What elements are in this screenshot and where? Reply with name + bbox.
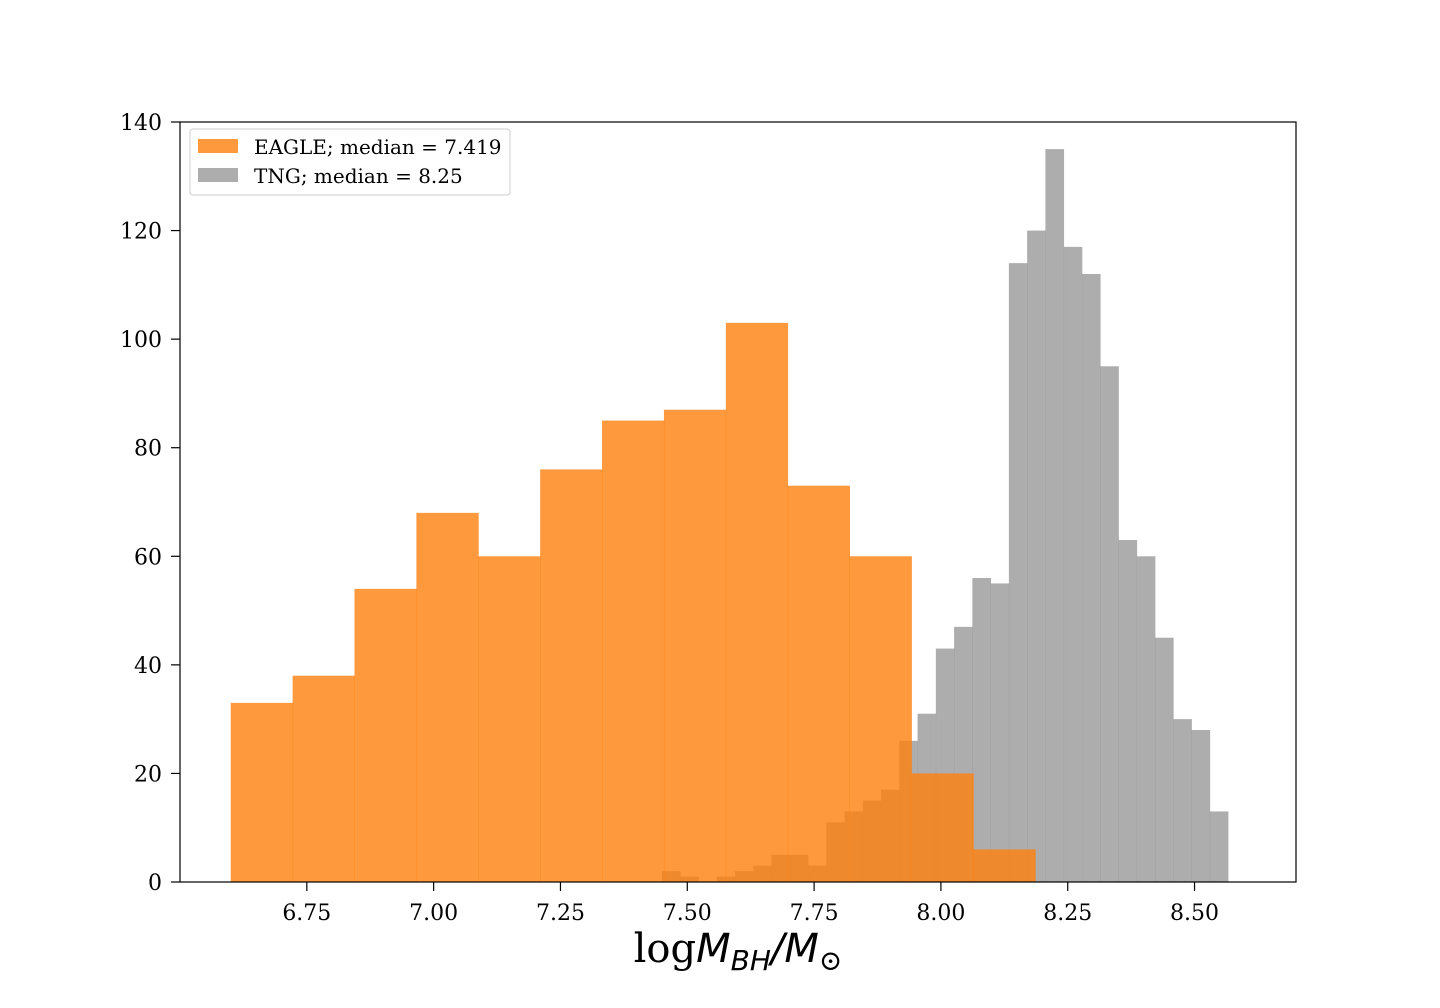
legend-swatch-eagle	[198, 139, 238, 153]
bar-tng-20	[1027, 230, 1046, 882]
x-axis-label-sun-subscript: ⊙	[819, 944, 842, 977]
bar-eagle-11	[911, 773, 974, 882]
x-axis-label-solar-mass: M	[784, 926, 819, 972]
legend-box	[189, 128, 511, 196]
plot-frame	[179, 121, 1297, 883]
y-tick-label: 20	[134, 762, 162, 787]
legend-label-eagle: EAGLE; median = 7.419	[254, 135, 502, 159]
y-tick-label: 100	[120, 328, 162, 353]
bar-eagle-12	[973, 849, 1036, 882]
legend-swatch-tng	[198, 168, 238, 182]
y-tick-label: 60	[134, 545, 162, 570]
y-tick-label: 0	[148, 871, 162, 896]
x-tick-label: 8.00	[916, 901, 965, 926]
x-axis-label-log: log	[634, 926, 696, 972]
bar-tng-17	[972, 578, 992, 882]
bar-eagle-5	[540, 469, 603, 882]
bar-tng-30	[1209, 811, 1229, 882]
bar-tng-22	[1063, 246, 1083, 883]
bars-layer	[230, 149, 1229, 883]
bar-tng-26	[1136, 556, 1156, 882]
bar-tng-23	[1081, 274, 1101, 882]
bar-tng-21	[1045, 149, 1065, 882]
bar-tng-27	[1154, 637, 1174, 882]
bar-eagle-4	[478, 556, 541, 882]
bar-tng-24	[1100, 366, 1119, 882]
bar-tng-28	[1173, 719, 1192, 882]
bar-eagle-8	[725, 322, 789, 882]
x-tick-label: 7.00	[409, 901, 458, 926]
y-tick-label: 40	[134, 654, 162, 679]
bar-tng-18	[990, 583, 1010, 882]
x-tick-label: 7.75	[790, 901, 839, 926]
x-tick-label: 7.50	[663, 901, 712, 926]
bar-eagle-9	[787, 485, 850, 882]
x-axis-label-slash: /	[768, 926, 789, 972]
legend-label-tng: TNG; median = 8.25	[254, 164, 463, 188]
bar-eagle-0	[230, 702, 294, 882]
x-axis-label: logMBH/M⊙	[634, 926, 843, 977]
y-tick-label: 80	[134, 437, 162, 462]
legend: EAGLE; median = 7.419 TNG; median = 8.25	[189, 128, 511, 196]
x-tick-label: 8.25	[1043, 901, 1092, 926]
bar-eagle-3	[416, 512, 479, 882]
bar-tng-29	[1191, 730, 1211, 882]
bar-eagle-10	[849, 556, 912, 882]
bar-tng-25	[1118, 540, 1138, 882]
x-tick-label: 8.50	[1170, 901, 1219, 926]
bar-tng-19	[1008, 263, 1028, 882]
bar-eagle-6	[602, 420, 665, 882]
x-tick-label: 6.75	[282, 901, 331, 926]
bar-eagle-2	[354, 588, 417, 882]
bar-eagle-1	[292, 675, 355, 882]
x-tick-label: 7.25	[536, 901, 585, 926]
x-axis-label-bh-subscript: BH	[731, 944, 771, 977]
y-tick-label: 120	[120, 220, 162, 245]
bar-eagle-7	[663, 409, 727, 882]
y-tick-label: 140	[120, 111, 162, 136]
x-axis-label-mass: M	[696, 926, 731, 972]
ticks-layer: 6.75 7.00 7.25 7.50 7.75 8.00 8.25 8.50 0 20 40 60 8…	[120, 111, 1219, 926]
